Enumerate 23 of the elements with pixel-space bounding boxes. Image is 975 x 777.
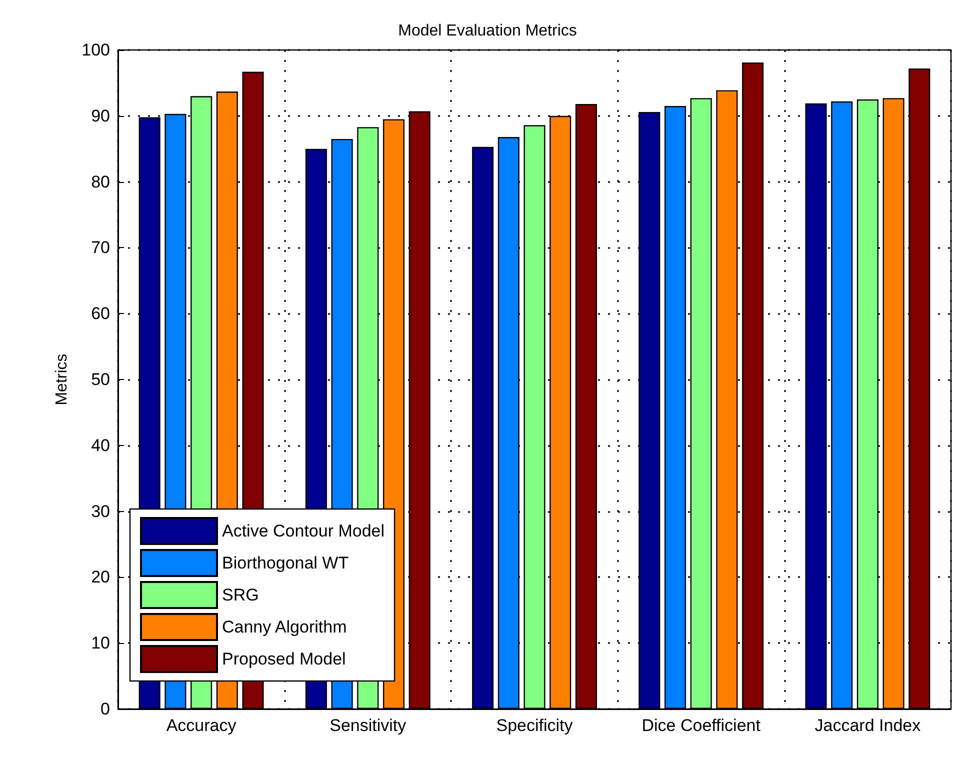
y-tick-label: 0 <box>100 700 110 718</box>
y-tick-label: 60 <box>91 304 110 324</box>
y-tick-label: 80 <box>91 172 110 192</box>
chart-title: Model Evaluation Metrics <box>398 22 577 40</box>
x-tick-label: Specificity <box>496 716 574 735</box>
legend-label: Active Contour Model <box>222 522 385 540</box>
legend-label: Canny Algorithm <box>222 618 347 636</box>
legend-label: Biorthogonal WT <box>222 554 349 572</box>
y-axis-title: Metrics <box>54 354 70 406</box>
y-tick-label: 90 <box>91 106 110 126</box>
y-tick-label: 10 <box>91 634 110 653</box>
y-tick-label: 70 <box>91 238 110 258</box>
y-tick-label: 30 <box>91 502 110 521</box>
y-tick-label: 50 <box>91 370 110 389</box>
y-tick-label: 100 <box>82 40 110 60</box>
y-tick-label: 20 <box>91 568 110 587</box>
legend-label: SRG <box>222 586 259 604</box>
x-tick-label: Jaccard Index <box>814 716 922 735</box>
legend-label: Proposed Model <box>222 650 346 668</box>
y-tick-label: 40 <box>91 436 110 455</box>
x-tick-label: Accuracy <box>166 716 237 735</box>
x-tick-label: Dice Coefficient <box>642 716 761 735</box>
x-tick-label: Sensitivity <box>330 716 407 735</box>
